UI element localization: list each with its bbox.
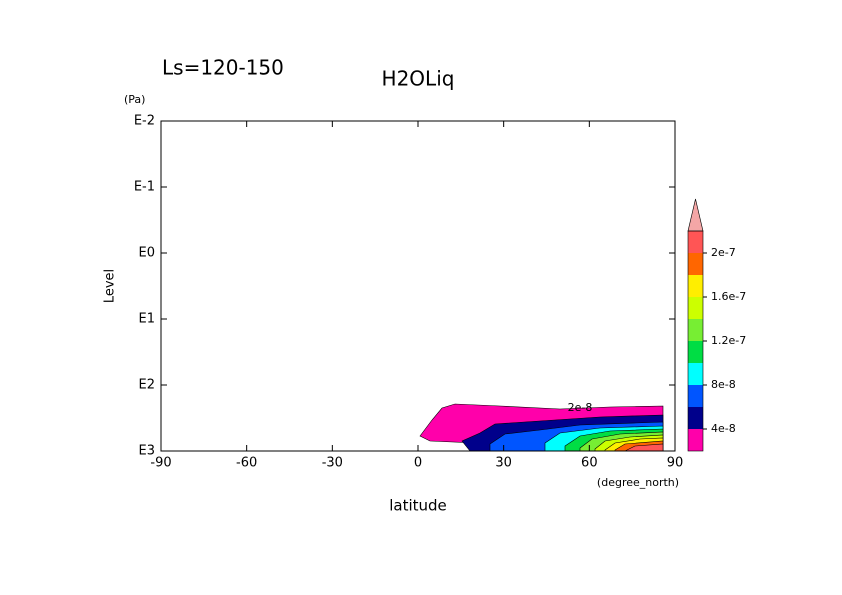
colorbar-segment <box>688 275 703 297</box>
colorbar-segment <box>688 407 703 429</box>
colorbar-label: 2e-7 <box>711 246 736 259</box>
colorbar-segment <box>688 319 703 341</box>
x-tick-label: 60 <box>581 456 598 471</box>
y-tick-label: E1 <box>139 312 156 327</box>
colorbar-segment <box>688 363 703 385</box>
x-tick-label: -60 <box>236 456 257 471</box>
colorbar-segment <box>688 341 703 363</box>
y-axis-label: Level <box>103 269 118 303</box>
colorbar-segment <box>688 429 703 451</box>
y-tick-label: E3 <box>139 444 156 459</box>
colorbar-segment <box>688 297 703 319</box>
chart-subtitle: Ls=120-150 <box>162 56 284 80</box>
colorbar-label: 4e-8 <box>711 422 736 435</box>
x-tick-label: -30 <box>322 456 343 471</box>
x-axis-label: latitude <box>389 497 447 515</box>
colorbar-label: 1.2e-7 <box>711 334 746 347</box>
y-tick-label: E-2 <box>134 114 155 129</box>
contour-fills <box>419 403 664 452</box>
y-units: (Pa) <box>124 93 145 106</box>
colorbar-segment <box>688 385 703 407</box>
y-tick-label: E-1 <box>134 180 155 195</box>
colorbar-segment <box>688 231 703 253</box>
x-tick-label: 0 <box>414 456 422 471</box>
colorbar-label: 1.6e-7 <box>711 290 746 303</box>
x-tick-label: 90 <box>667 456 684 471</box>
x-units: (degree_north) <box>597 476 679 489</box>
x-tick-label: 30 <box>495 456 512 471</box>
plot-frame <box>160 120 676 452</box>
chart-title: H2OLiq <box>382 67 455 91</box>
colorbar-segment <box>688 253 703 275</box>
colorbar-label: 8e-8 <box>711 378 736 391</box>
y-tick-label: E0 <box>139 246 156 261</box>
colorbar-extend <box>687 198 704 232</box>
x-tick-label: -90 <box>150 456 171 471</box>
contour-label: 2e-8 <box>568 401 593 414</box>
y-tick-label: E2 <box>139 378 156 393</box>
